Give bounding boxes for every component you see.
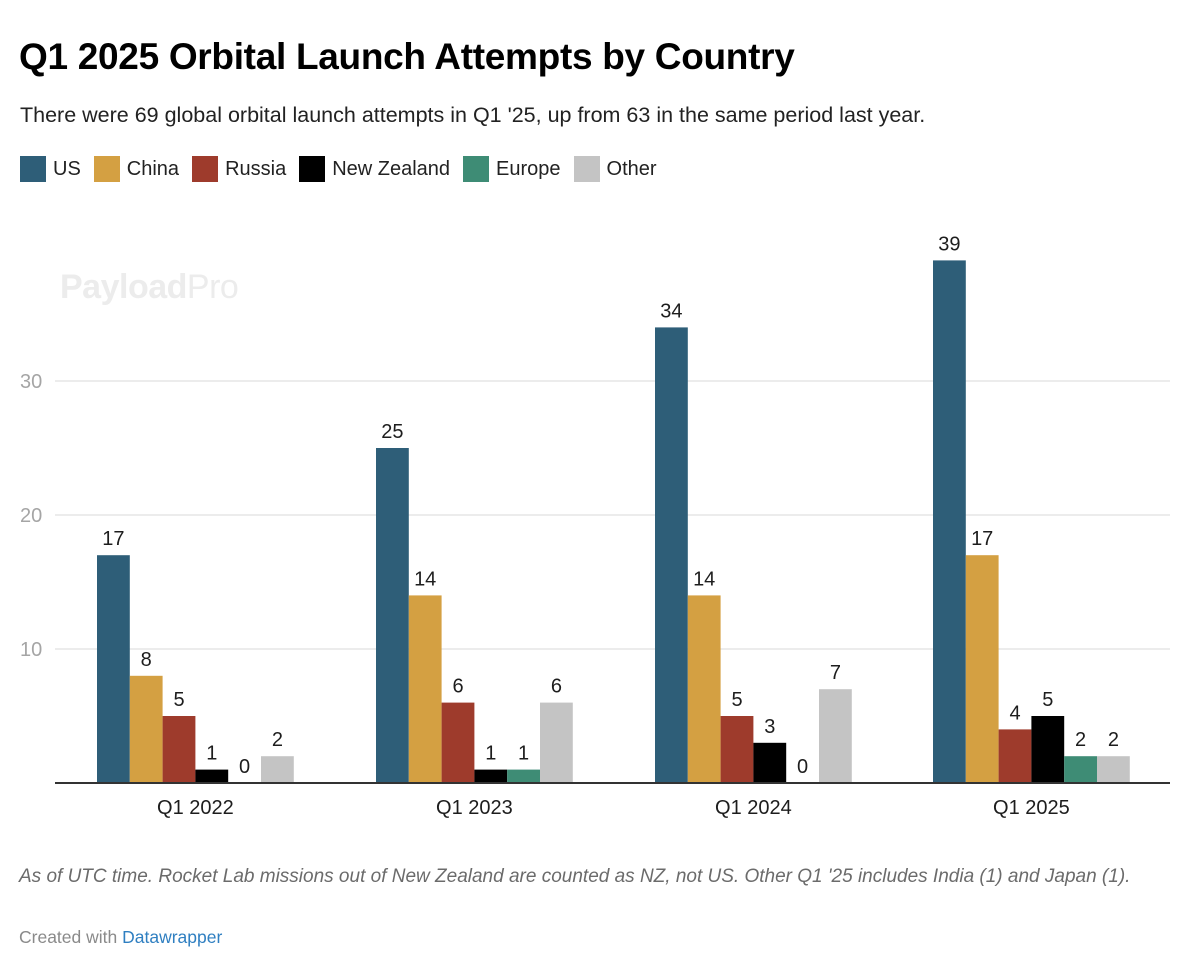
legend-label: China (126, 157, 180, 180)
bar-russia-q1-2025 (998, 729, 1032, 783)
legend-swatch (192, 156, 219, 182)
legend-swatch (299, 156, 326, 182)
bar-china-q1-2024 (687, 595, 721, 783)
credit-line: Created with Datawrapper (19, 927, 222, 948)
legend-swatch (573, 156, 600, 182)
data-label: 2 (1075, 729, 1086, 751)
watermark-logo: PayloadPro (60, 268, 239, 307)
credit-prefix: Created with (19, 927, 123, 947)
legend-label: Russia (225, 157, 287, 180)
legend-item-china: China (93, 156, 180, 182)
legend-swatch (20, 156, 46, 182)
data-label: 6 (551, 676, 562, 698)
legend-label: Europe (496, 157, 561, 180)
data-label: 1 (518, 743, 529, 765)
chart-title: Q1 2025 Orbital Launch Attempts by Count… (19, 36, 795, 77)
data-label: 2 (1108, 729, 1119, 751)
legend-swatch (93, 156, 120, 182)
x-tick-label: Q1 2023 (436, 797, 513, 819)
legend-item-new-zealand: New Zealand (299, 156, 450, 182)
data-label: 25 (381, 421, 403, 443)
x-tick-label: Q1 2024 (715, 797, 792, 819)
bar-russia-q1-2024 (720, 716, 754, 783)
x-tick-label: Q1 2022 (157, 797, 234, 819)
bar-new-zealand-q1-2025 (1031, 716, 1065, 783)
bar-china-q1-2022 (129, 675, 163, 783)
legend-swatch (463, 156, 490, 182)
data-label: 0 (797, 756, 808, 778)
data-label: 7 (830, 662, 841, 684)
bar-china-q1-2025 (965, 555, 999, 783)
bar-new-zealand-q1-2023 (474, 769, 508, 783)
bar-europe-q1-2023 (507, 769, 540, 783)
data-label: 3 (764, 716, 775, 738)
bar-other-q1-2025 (1097, 756, 1130, 783)
data-label: 34 (660, 300, 682, 322)
legend-item-russia: Russia (192, 156, 286, 182)
data-label: 14 (414, 568, 436, 590)
data-label: 8 (141, 649, 152, 671)
bar-russia-q1-2023 (441, 702, 475, 783)
bar-other-q1-2024 (819, 689, 852, 783)
legend-label: Other (606, 157, 657, 180)
data-label: 6 (452, 676, 463, 698)
data-label: 5 (731, 689, 742, 711)
data-label: 17 (971, 528, 993, 550)
legend-label: US (53, 157, 81, 180)
bar-new-zealand-q1-2022 (195, 769, 229, 783)
data-label: 5 (1042, 689, 1053, 711)
legend: US China Russia New Zealand Europe Other (20, 156, 670, 182)
bar-new-zealand-q1-2024 (753, 742, 787, 783)
legend-label: New Zealand (332, 157, 451, 180)
bar-us-q1-2025 (933, 260, 966, 783)
watermark-light: Pro (186, 268, 239, 306)
data-label: 14 (693, 568, 715, 590)
x-tick-label: Q1 2025 (993, 797, 1070, 819)
bar-us-q1-2023 (376, 448, 409, 783)
data-label: 5 (173, 689, 184, 711)
bar-us-q1-2024 (655, 327, 688, 783)
data-label: 17 (102, 528, 124, 550)
bar-other-q1-2022 (261, 756, 294, 783)
data-label: 4 (1009, 702, 1020, 724)
y-tick-label: 20 (20, 505, 42, 527)
data-label: 2 (272, 729, 283, 751)
data-label: 0 (239, 756, 250, 778)
y-tick-label: 10 (20, 639, 42, 661)
data-label: 1 (485, 743, 496, 765)
watermark-bold: Payload (60, 268, 187, 306)
legend-item-other: Other (573, 156, 657, 182)
bar-china-q1-2023 (408, 595, 442, 783)
bar-us-q1-2022 (97, 555, 130, 783)
legend-item-us: US (20, 156, 81, 182)
chart-subtitle: There were 69 global orbital launch atte… (20, 103, 926, 127)
footnote: As of UTC time. Rocket Lab missions out … (19, 866, 1131, 887)
data-label: 1 (206, 743, 217, 765)
bar-europe-q1-2025 (1064, 756, 1097, 783)
y-tick-label: 30 (20, 371, 42, 393)
bar-russia-q1-2022 (162, 716, 196, 783)
bar-other-q1-2023 (540, 702, 573, 783)
legend-item-europe: Europe (463, 156, 561, 182)
data-label: 39 (938, 233, 960, 255)
datawrapper-link[interactable]: Datawrapper (122, 927, 223, 947)
